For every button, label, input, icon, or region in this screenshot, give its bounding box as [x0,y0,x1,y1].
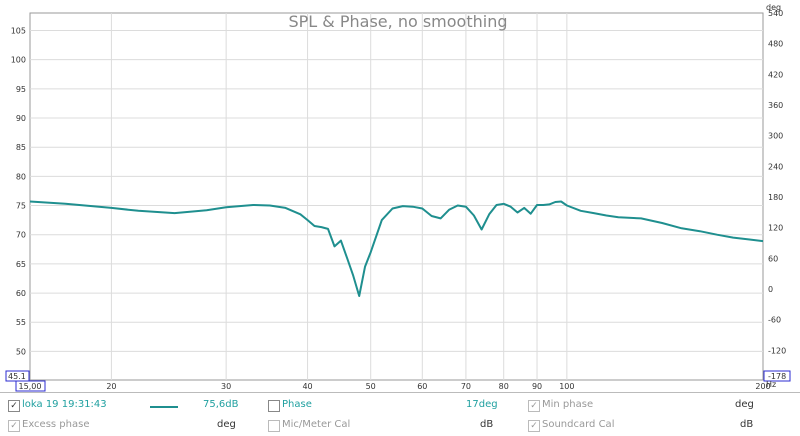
soundcard-cal-label: Soundcard Cal [542,419,615,430]
x-tick-label: 70 [461,382,471,391]
measurement-checkbox[interactable]: ✓ [8,400,20,412]
phase-checkbox[interactable] [268,400,280,412]
y-tick-label: 50 [16,347,26,356]
excess-phase-unit: deg [217,419,236,430]
x-axis: 15,00 20 30 40 50 60 70 80 90 100 200 [15,380,771,392]
grid [30,13,763,380]
y-tick-label: 70 [16,231,26,240]
y-tick-label: 105 [11,27,26,36]
chart-title: SPL & Phase, no smoothing [289,12,508,31]
series-group [29,200,764,297]
y-right-tick-label: 180 [768,193,783,202]
x-tick-label: 30 [221,382,231,391]
excess-phase-checkbox[interactable]: ✓ [8,420,20,432]
x-tick-label: 100 [559,382,574,391]
y-right-tick-label: 240 [768,162,783,171]
y-tick-label: 95 [16,85,26,94]
y-tick-label: 55 [16,318,26,327]
x-tick-label: 50 [366,382,376,391]
y-right-tick-label: -120 [768,346,786,355]
y-right-tick-label: 360 [768,101,783,110]
spl-line [29,200,764,297]
y-tick-label: 90 [16,114,26,123]
x-tick-label: 20 [106,382,116,391]
y-tick-label: 100 [11,56,26,65]
soundcard-cal-checkbox[interactable]: ✓ [528,420,540,432]
x-axis-unit: Hz [766,380,776,389]
excess-phase-label: Excess phase [22,419,90,430]
y-tick-label: 45.1 [8,372,26,381]
y-right-min-box[interactable] [763,370,791,382]
left-axis: 105 100 95 90 85 80 75 70 65 60 55 50 45.1 [5,27,30,382]
y-right-tick-label: 540 [768,9,783,18]
phase-value: 17deg [466,399,498,410]
y-right-tick-label: 60 [768,254,778,263]
y-tick-label: 75 [16,202,26,211]
y-right-tick-label: -60 [768,316,781,325]
x-tick-label: 80 [499,382,509,391]
y-tick-label: 60 [16,289,26,298]
measurement-label: loka 19 19:31:43 [22,399,107,410]
y-tick-label: 85 [16,143,26,152]
x-tick-label: 200 [755,382,770,391]
y-right-tick-label: 0 [768,285,773,294]
plot-background [29,12,764,381]
y-right-tick-label: 300 [768,132,783,141]
x-tick-label: 60 [417,382,427,391]
y-right-tick-label: -178 [768,372,786,381]
mic-cal-checkbox[interactable] [268,420,280,432]
soundcard-cal-unit: dB [740,419,754,430]
legend-row-1: ✓ loka 19 19:31:43 75,6dB Phase 17deg ✓ … [0,396,800,416]
min-phase-unit: deg [735,399,754,410]
y-tick-label: 80 [16,172,26,181]
legend-row-2: ✓ Excess phase deg Mic/Meter Cal dB ✓ So… [0,416,800,436]
right-axis: 540 480 420 360 300 240 180 120 60 0 -60 -120 -178 [763,9,791,382]
measurement-value: 75,6dB [203,399,239,410]
chart[interactable]: 105 100 95 90 85 80 75 70 65 60 55 50 45.1 540 480 420… [0,0,800,392]
x-tick-label: 40 [302,382,312,391]
y-tick-label: 65 [16,260,26,269]
y-right-tick-label: 420 [768,70,783,79]
legend-panel: ✓ loka 19 19:31:43 75,6dB Phase 17deg ✓ … [0,392,800,435]
y-right-tick-label: 480 [768,40,783,49]
mic-cal-label: Mic/Meter Cal [282,419,351,430]
min-phase-checkbox[interactable]: ✓ [528,400,540,412]
right-axis-unit: deg [766,3,781,12]
x-tick-label: 90 [532,382,542,391]
y-right-tick-label: 120 [768,224,783,233]
x-tick-label: 15,00 [19,382,42,391]
phase-label: Phase [282,399,312,410]
series-color-swatch [150,406,178,408]
min-phase-label: Min phase [542,399,594,410]
mic-cal-unit: dB [480,419,494,430]
x-min-box[interactable] [15,380,46,392]
